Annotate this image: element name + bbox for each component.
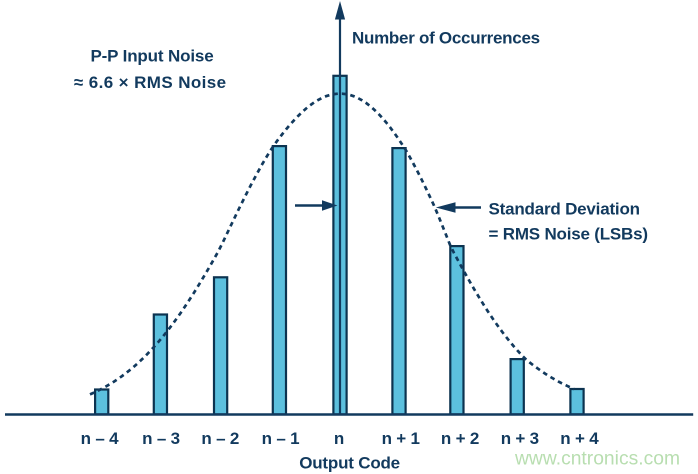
svg-text:n: n <box>334 429 344 448</box>
svg-text:n – 2: n – 2 <box>201 429 239 448</box>
svg-text:n + 2: n + 2 <box>441 429 479 448</box>
svg-text:www.cntronics.com: www.cntronics.com <box>514 449 680 470</box>
svg-text:= RMS Noise (LSBs): = RMS Noise (LSBs) <box>489 224 648 243</box>
svg-text:n + 1: n + 1 <box>382 429 420 448</box>
svg-text:P-P Input Noise: P-P Input Noise <box>90 47 213 66</box>
svg-text:Output Code: Output Code <box>299 453 400 472</box>
svg-text:n – 4: n – 4 <box>81 429 119 448</box>
svg-text:n – 3: n – 3 <box>142 429 180 448</box>
svg-text:n – 1: n – 1 <box>262 429 300 448</box>
svg-text:n + 4: n + 4 <box>560 429 599 448</box>
svg-text:≈ 6.6 × RMS Noise: ≈ 6.6 × RMS Noise <box>74 73 227 92</box>
svg-text:n + 3: n + 3 <box>501 429 539 448</box>
svg-text:Number of Occurrences: Number of Occurrences <box>352 29 540 48</box>
svg-text:Standard Deviation: Standard Deviation <box>489 199 640 218</box>
